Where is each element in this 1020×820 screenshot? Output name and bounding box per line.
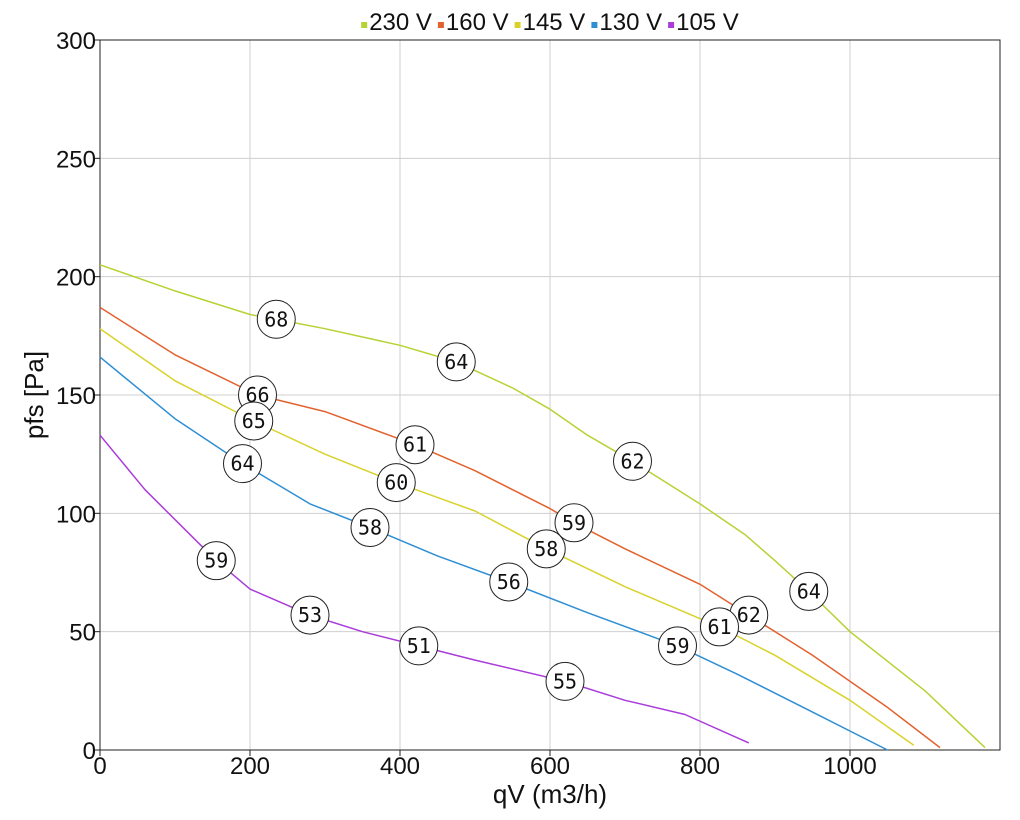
value-marker-label: 58 [358,516,382,540]
value-marker [554,503,594,543]
legend-item-0: 230 V [361,9,432,36]
series-line-0 [99,264,986,749]
value-marker-label: 68 [264,307,288,331]
series-line-4 [99,434,750,744]
value-marker-label: 65 [242,409,266,433]
value-marker [234,401,274,441]
value-marker-label: 53 [298,603,322,627]
value-marker-label: 61 [403,433,427,457]
value-marker [700,607,739,647]
x-tick-label: 1000 [823,753,876,780]
value-marker-label: 51 [407,634,431,658]
legend-swatch [361,22,368,28]
value-marker-label: 60 [384,471,408,495]
value-marker [489,562,529,602]
value-marker-label: 61 [707,615,731,639]
x-tick-label: 600 [530,753,570,780]
value-marker [545,661,585,701]
legend-swatch [514,22,521,28]
value-marker [223,444,262,484]
value-marker-label: 56 [497,570,521,594]
series-line-2 [99,328,915,746]
value-marker [658,626,697,666]
y-tick-label: 0 [83,738,96,765]
legend-swatch [437,22,444,28]
y-tick-label: 100 [56,501,96,528]
y-axis-title: pfs [Pa] [19,351,49,439]
y-tick-label: 200 [56,265,96,292]
y-tick-label: 150 [56,383,96,410]
legend-swatch [591,22,598,28]
value-marker-label: 59 [665,634,689,658]
value-marker-label: 64 [797,579,821,603]
value-marker [196,541,236,581]
y-tick-label: 300 [56,28,96,55]
value-marker-label: 59 [204,549,228,573]
legend-label: 160 V [446,9,509,36]
value-marker [436,342,476,382]
series-line-1 [99,306,941,749]
value-marker [256,299,296,339]
legend-label: 130 V [599,9,662,36]
legend: 230 V 160 V 145 V 130 V 105 V [361,9,739,36]
series-lines [99,264,986,751]
value-marker [613,441,652,481]
value-marker [290,595,330,635]
legend-label: 145 V [523,9,586,36]
y-tick-label: 50 [69,620,96,647]
value-marker-label: 55 [553,669,577,693]
x-axis-title: qV (m3/h) [493,779,607,809]
x-tick-label: 400 [380,753,420,780]
axes: 0 200 400 600 800 1000 0 50 100 150 200 250 300 [56,28,1001,780]
legend-item-4: 105 V [668,9,739,36]
legend-item-2: 145 V [514,9,586,36]
value-marker-label: 64 [444,350,468,374]
value-marker [395,425,435,465]
x-tick-label: 0 [93,753,106,780]
value-marker-label: 59 [562,511,586,535]
value-marker-label: 64 [230,452,254,476]
y-tick-label: 250 [56,146,96,173]
value-marker-label: 62 [620,449,644,473]
x-tick-label: 800 [680,753,720,780]
value-marker-label: 58 [534,537,558,561]
x-tick-label: 200 [230,753,270,780]
value-marker [526,529,566,569]
legend-swatch [668,22,675,28]
value-marker [376,463,416,503]
value-marker [789,571,829,611]
value-marker [350,508,390,548]
value-marker-label: 62 [737,603,761,627]
legend-label: 230 V [369,9,432,36]
legend-item-3: 130 V [591,9,662,36]
value-marker [399,626,439,666]
legend-label: 105 V [676,9,739,36]
legend-item-1: 160 V [437,9,509,36]
